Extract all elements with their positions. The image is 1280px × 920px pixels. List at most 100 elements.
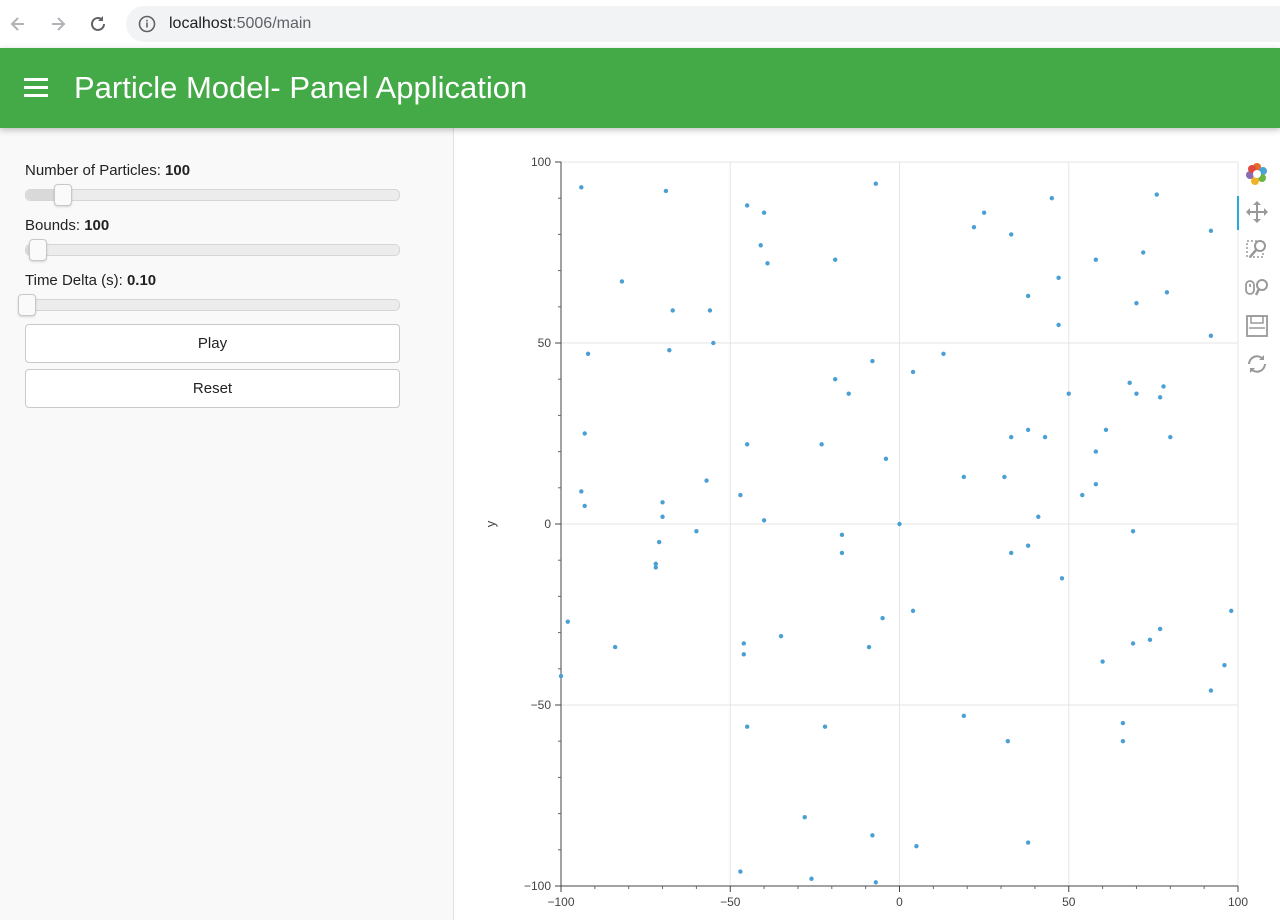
particle-point	[565, 619, 570, 624]
particles-slider-handle[interactable]	[54, 184, 72, 206]
particle-point	[1059, 576, 1065, 581]
particle-point	[585, 351, 591, 357]
reset-icon[interactable]	[1244, 351, 1270, 377]
particle-point	[1093, 449, 1099, 454]
particle-point	[653, 561, 658, 567]
particle-point	[1157, 626, 1163, 632]
x-tick-label: 50	[1062, 895, 1076, 909]
particle-point	[873, 181, 879, 186]
particle-point	[670, 308, 675, 313]
reload-icon[interactable]	[86, 12, 110, 36]
box-zoom-icon[interactable]	[1244, 236, 1270, 262]
particle-point	[941, 351, 946, 357]
particle-point	[819, 442, 824, 447]
url-text[interactable]: localhost:5006/main	[169, 15, 311, 33]
hamburger-menu-icon[interactable]	[24, 76, 48, 100]
particle-point	[880, 615, 885, 621]
info-icon[interactable]	[138, 15, 156, 38]
bounds-slider-handle[interactable]	[29, 239, 47, 261]
particle-point	[1056, 275, 1061, 281]
particle-point	[1025, 427, 1031, 433]
particle-point	[741, 652, 746, 657]
particle-point	[1093, 481, 1099, 487]
particle-point	[846, 391, 851, 396]
particle-point	[1222, 662, 1227, 668]
particle-point	[1120, 720, 1126, 726]
particle-point	[765, 261, 770, 266]
sidebar: Number of Particles: 100 Bounds: 100 Tim…	[0, 128, 454, 920]
particle-point	[1208, 688, 1214, 693]
particle-point	[1080, 492, 1085, 498]
bounds-slider-label: Bounds: 100	[25, 217, 109, 234]
particle-point	[1154, 192, 1159, 197]
particle-point	[694, 529, 699, 534]
particle-point	[1042, 434, 1048, 440]
particle-point	[1093, 257, 1099, 262]
back-icon[interactable]	[6, 12, 30, 36]
particle-point	[873, 880, 879, 885]
url-path: :5006/main	[232, 15, 312, 32]
y-tick-label: 50	[538, 336, 552, 350]
particle-point	[1049, 196, 1055, 201]
particle-point	[1025, 840, 1031, 845]
particle-point	[981, 210, 987, 215]
forward-icon[interactable]	[46, 12, 70, 36]
particle-point	[558, 673, 564, 679]
particle-point	[741, 641, 746, 646]
y-axis-label: y	[483, 520, 498, 527]
play-button[interactable]: Play	[25, 324, 400, 363]
particle-point	[897, 521, 902, 527]
particle-point	[1141, 250, 1146, 255]
particle-point	[660, 500, 665, 505]
particle-point	[1002, 474, 1007, 480]
particle-point	[1005, 739, 1011, 744]
particle-point	[1134, 391, 1139, 396]
y-tick-label: −100	[524, 879, 551, 893]
particle-point	[1157, 395, 1163, 400]
particle-point	[1168, 434, 1173, 440]
particle-point	[1130, 529, 1136, 534]
scatter-plot[interactable]: −100 −100 −50 −50 0 0 50 50 100 100 y	[454, 128, 1280, 920]
particle-point	[758, 243, 763, 248]
particle-point	[1120, 739, 1126, 744]
particle-point	[971, 224, 977, 230]
url-host: localhost	[169, 15, 233, 32]
y-tick-label: 0	[544, 517, 551, 531]
particle-point	[866, 644, 872, 650]
x-tick-label: 0	[896, 895, 903, 909]
time-delta-slider-handle[interactable]	[18, 294, 36, 316]
particle-point	[961, 713, 967, 719]
particle-point	[1208, 228, 1214, 233]
particle-point	[832, 257, 838, 262]
particle-point	[619, 279, 625, 284]
particle-point	[1127, 380, 1132, 386]
wheel-zoom-icon[interactable]	[1244, 275, 1270, 301]
x-tick-label: −100	[547, 895, 574, 909]
save-icon[interactable]	[1244, 313, 1270, 339]
particle-point	[761, 210, 767, 215]
address-bar[interactable]	[126, 6, 1280, 42]
y-tick-label: 100	[531, 155, 551, 169]
pan-icon[interactable]	[1244, 199, 1270, 225]
particle-point	[778, 634, 784, 639]
particles-slider-fill	[26, 190, 63, 200]
time-delta-slider[interactable]	[18, 294, 400, 316]
reset-button[interactable]: Reset	[25, 369, 400, 408]
particle-point	[579, 185, 584, 190]
bounds-slider[interactable]	[25, 239, 400, 261]
particle-point	[667, 348, 672, 353]
active-tool-indicator	[1237, 196, 1239, 230]
particle-point	[870, 833, 875, 838]
particles-slider[interactable]	[25, 184, 400, 206]
particle-point	[582, 503, 587, 509]
particle-point	[1164, 290, 1170, 295]
particle-point	[582, 431, 587, 436]
bokeh-logo-icon[interactable]	[1244, 161, 1270, 187]
particle-point	[809, 876, 814, 881]
particle-point	[832, 377, 838, 382]
app-title: Particle Model- Panel Application	[74, 70, 528, 105]
particle-point	[1208, 333, 1214, 338]
particle-point	[1134, 300, 1139, 306]
particle-point	[663, 188, 669, 194]
particle-point	[1025, 293, 1031, 299]
